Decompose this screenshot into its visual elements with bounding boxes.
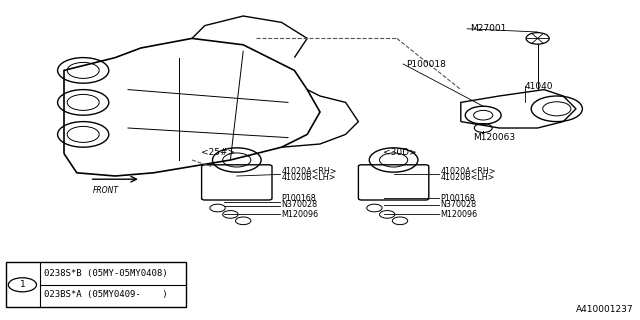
Text: M120096: M120096 [440,210,477,219]
Text: M120096: M120096 [282,210,319,219]
Text: 41020A<RH>: 41020A<RH> [282,167,337,176]
Text: <30D>: <30D> [383,148,417,156]
Text: P100018: P100018 [406,60,446,68]
Text: 41020B<LH>: 41020B<LH> [282,173,336,182]
Text: 1: 1 [20,280,25,289]
Text: M120063: M120063 [474,133,516,142]
Text: 41020B<LH>: 41020B<LH> [440,173,495,182]
Text: <25#>: <25#> [200,148,235,156]
FancyBboxPatch shape [6,262,186,307]
Text: N370028: N370028 [440,200,476,209]
Text: FRONT: FRONT [93,186,118,195]
Text: P100168: P100168 [440,194,475,203]
Text: P100168: P100168 [282,194,316,203]
Text: N370028: N370028 [282,200,317,209]
Text: 023BS*A (05MY0409-    ): 023BS*A (05MY0409- ) [44,290,167,299]
Text: A410001237: A410001237 [576,305,634,314]
Text: 41040: 41040 [525,82,554,91]
Text: 0238S*B (05MY-05MY0408): 0238S*B (05MY-05MY0408) [44,269,167,278]
Text: 41020A<RH>: 41020A<RH> [440,167,496,176]
Text: M27001: M27001 [470,24,507,33]
